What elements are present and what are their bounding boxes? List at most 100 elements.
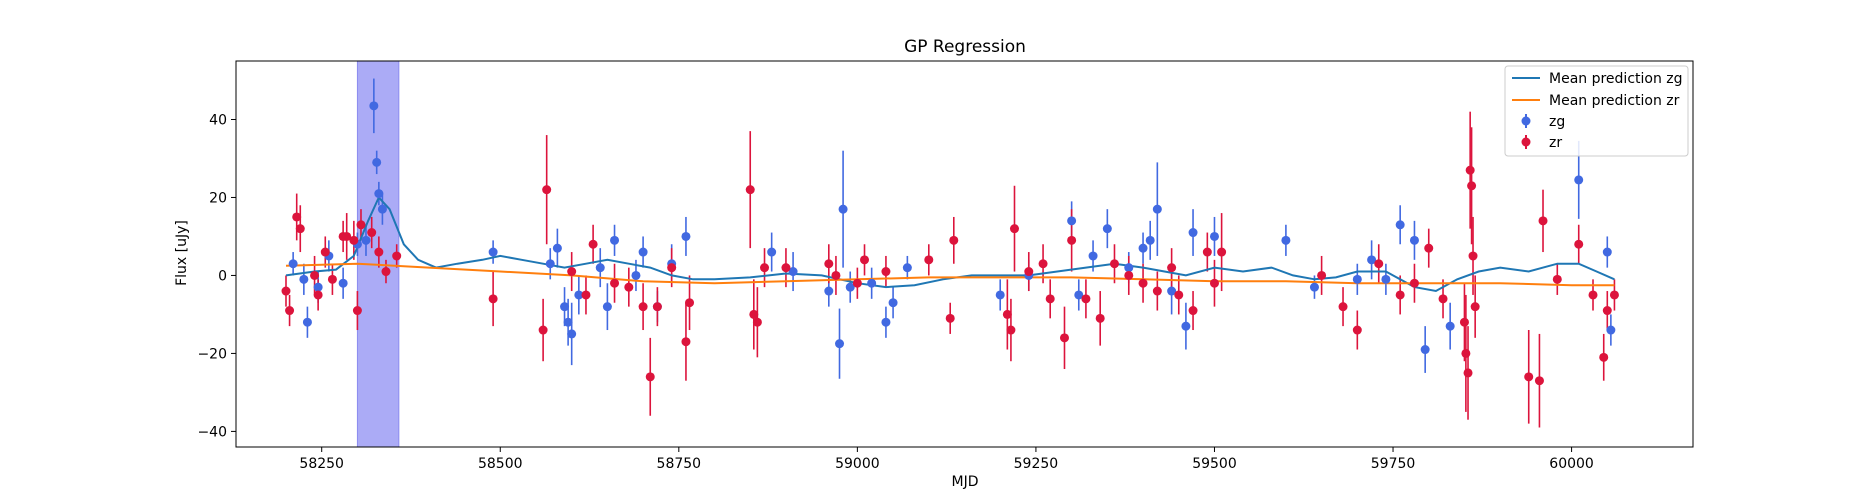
data-point-zg: [560, 302, 570, 312]
x-tick-label: 58500: [478, 456, 523, 472]
data-point-zg: [995, 290, 1005, 300]
legend-frame: [1504, 65, 1689, 157]
data-point-zg: [288, 259, 298, 269]
data-point-zr: [1467, 181, 1477, 191]
data-point-zr: [652, 302, 662, 312]
data-point-zr: [1465, 165, 1475, 175]
x-tick-label: 59250: [1014, 456, 1059, 472]
y-tick-label: 20: [209, 190, 227, 206]
data-point-zr: [1338, 302, 1348, 312]
data-point-zg: [567, 329, 577, 339]
data-point-zg: [361, 235, 371, 245]
y-tick-label: −40: [197, 424, 227, 440]
data-point-zg: [488, 247, 498, 257]
data-point-zr: [860, 255, 870, 265]
data-point-zr: [1409, 278, 1419, 288]
data-point-zr: [588, 239, 598, 249]
data-point-zr: [610, 278, 620, 288]
data-point-zr: [1081, 294, 1091, 304]
data-point-zg: [602, 302, 612, 312]
data-point-zr: [356, 220, 366, 230]
data-point-zg: [1445, 321, 1455, 331]
data-point-zg: [1152, 204, 1162, 214]
data-point-zr: [1574, 239, 1584, 249]
data-point-zr: [1038, 259, 1048, 269]
data-point-zr: [567, 267, 577, 277]
x-tick-label: 60000: [1549, 456, 1594, 472]
data-point-zr: [1095, 313, 1105, 323]
data-point-zr: [945, 313, 955, 323]
mean-prediction-line-zg: [285, 195, 1615, 293]
data-point-zr: [1424, 243, 1434, 253]
y-tick-label: 0: [218, 268, 227, 284]
plot-frame: [235, 60, 1694, 448]
data-point-zr: [924, 255, 934, 265]
data-point-zr: [1538, 216, 1548, 226]
data-point-zr: [281, 286, 291, 296]
data-point-zg: [374, 189, 384, 199]
data-point-zr: [1599, 352, 1609, 362]
data-point-zg: [595, 263, 605, 273]
data-point-zg: [767, 247, 777, 257]
data-point-zr: [1588, 290, 1598, 300]
data-point-zg: [681, 231, 691, 241]
x-axis-label: MJD: [952, 474, 979, 490]
data-point-zr: [831, 270, 841, 280]
x-tick-label: 59750: [1371, 456, 1416, 472]
data-point-zr: [824, 259, 834, 269]
data-point-zr: [681, 337, 691, 347]
data-point-zg: [610, 235, 620, 245]
data-point-zg: [631, 270, 641, 280]
data-point-zr: [349, 235, 359, 245]
data-point-zr: [1124, 270, 1134, 280]
data-point-zr: [538, 325, 548, 335]
data-point-zg: [1167, 286, 1177, 296]
data-point-zr: [752, 317, 762, 327]
data-point-zg: [1420, 345, 1430, 355]
data-point-zr: [1352, 325, 1362, 335]
data-point-zg: [867, 278, 877, 288]
data-point-zr: [1138, 278, 1148, 288]
data-point-zr: [392, 251, 402, 261]
data-point-zr: [313, 290, 323, 300]
data-point-zg: [574, 290, 584, 300]
data-point-zg: [1602, 247, 1612, 257]
data-point-zg: [881, 317, 891, 327]
x-tick-label: 58750: [657, 456, 702, 472]
data-point-zr: [624, 282, 634, 292]
data-point-zg: [1367, 255, 1377, 265]
data-point-zr: [320, 247, 330, 257]
data-point-zg: [1281, 235, 1291, 245]
data-point-zg: [638, 247, 648, 257]
legend-label-zr: zr: [1549, 135, 1562, 151]
y-tick-label: −20: [197, 346, 227, 362]
data-point-zr: [685, 298, 695, 308]
data-point-zg: [1102, 224, 1112, 234]
data-point-zr: [1609, 290, 1619, 300]
data-point-zr: [1459, 317, 1469, 327]
data-point-zg: [302, 317, 312, 327]
data-point-zg: [1381, 274, 1391, 284]
data-point-zr: [285, 306, 295, 316]
data-point-zr: [781, 263, 791, 273]
x-tick-label: 58250: [299, 456, 344, 472]
data-point-zr: [1470, 302, 1480, 312]
data-point-zr: [852, 278, 862, 288]
data-point-zr: [292, 212, 302, 222]
data-point-zr: [1374, 259, 1384, 269]
data-point-zr: [342, 231, 352, 241]
data-point-zr: [760, 263, 770, 273]
data-point-zr: [881, 267, 891, 277]
data-point-zg: [338, 278, 348, 288]
axes-layer: 58250 58500 58750 59000 59250 59500 59750 60000…: [197, 60, 1694, 472]
data-point-zg: [838, 204, 848, 214]
data-point-zr: [1461, 348, 1471, 358]
data-point-zg: [902, 263, 912, 273]
data-point-zr: [1167, 263, 1177, 273]
data-point-zr: [1317, 270, 1327, 280]
data-point-zr: [367, 228, 377, 238]
data-point-zg: [1209, 231, 1219, 241]
data-point-zg: [888, 298, 898, 308]
data-point-zr: [1024, 267, 1034, 277]
